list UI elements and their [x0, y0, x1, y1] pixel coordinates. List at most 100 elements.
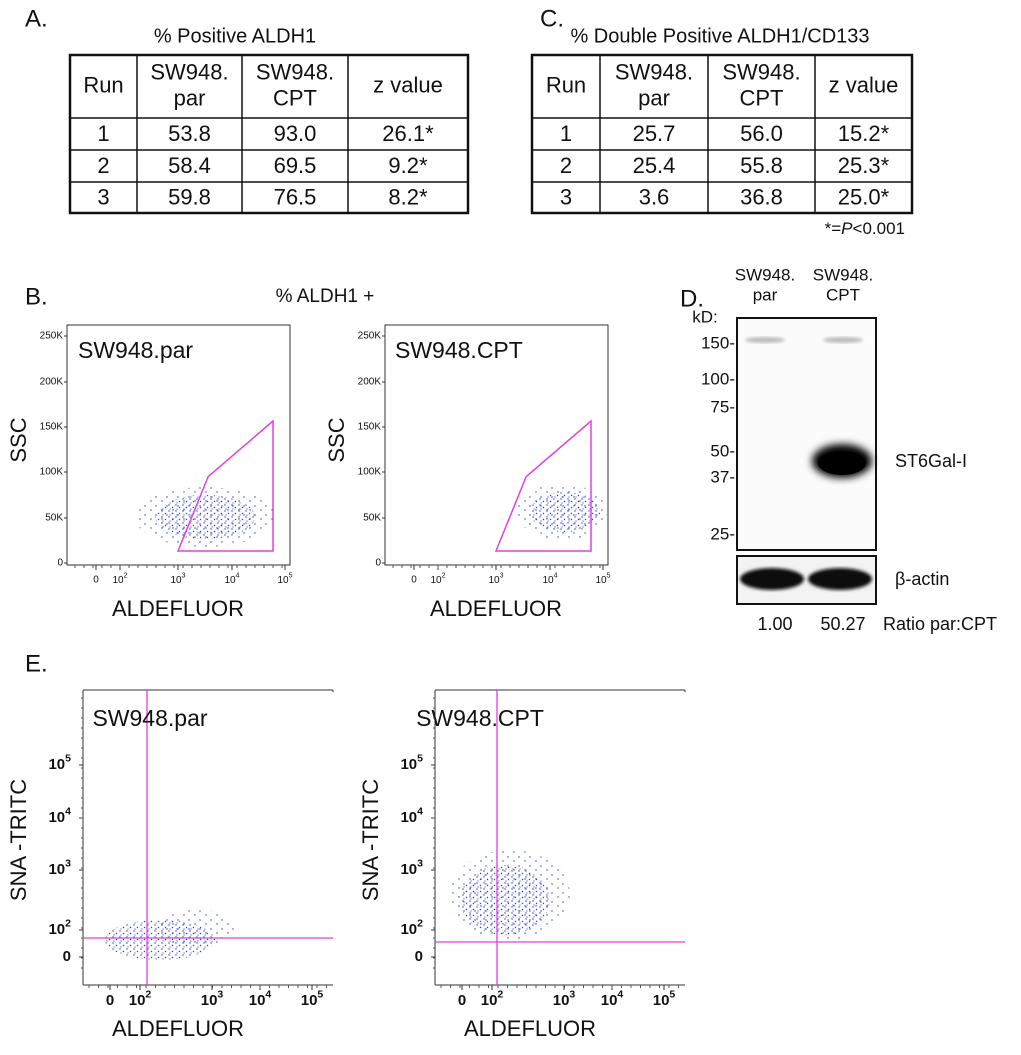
table-header: Run — [83, 72, 123, 97]
x-tick-label: 104 — [249, 988, 272, 1009]
tick-base: 10 — [249, 992, 266, 1009]
y-tick-label: 104 — [48, 805, 71, 826]
table-header: CPT — [273, 85, 317, 110]
axis-label: SSC — [6, 417, 31, 462]
y-tick-label: 100K — [358, 467, 382, 478]
y-tick-label: 102 — [48, 917, 71, 938]
tick-base: 10 — [170, 575, 182, 586]
table-header: par — [174, 85, 206, 110]
tick-exp: 5 — [65, 752, 71, 764]
plot-name: SW948.CPT — [395, 337, 523, 363]
tick-exp: 5 — [607, 572, 611, 579]
tick-exp: 2 — [65, 917, 71, 929]
marker-label: 50- — [710, 441, 735, 460]
tick-base: 10 — [129, 992, 146, 1009]
tick-base: 10 — [48, 756, 65, 773]
gate — [494, 419, 592, 552]
x-tick-label: 103 — [553, 988, 576, 1009]
y-tick-label: 104 — [400, 805, 423, 826]
x-tick-label: 105 — [277, 572, 292, 585]
table-cell: 55.8 — [740, 153, 783, 178]
table-cell: 25.3* — [838, 153, 890, 178]
table-cell: 2 — [560, 153, 572, 178]
table-cell: 8.2* — [388, 184, 428, 209]
tick-exp: 3 — [500, 572, 504, 579]
x-tick-label: 105 — [301, 988, 324, 1009]
lane-label: CPT — [826, 285, 860, 304]
x-tick-label: 102 — [112, 572, 127, 585]
x-tick-label: 0 — [106, 992, 114, 1009]
footnote: *=P<0.001 — [825, 219, 905, 238]
tick-exp: 3 — [417, 857, 423, 869]
x-tick-label: 105 — [595, 572, 610, 585]
x-tick-label: 102 — [430, 572, 445, 585]
tick-base: 10 — [48, 861, 65, 878]
lane-label: SW948. — [735, 265, 795, 284]
cell-cloud — [530, 492, 600, 532]
x-tick-label: 104 — [224, 572, 239, 585]
table-header: z value — [829, 72, 899, 97]
tick-exp: 3 — [569, 988, 575, 1000]
band-label: β-actin — [895, 569, 949, 589]
panel-title: % ALDH1 + — [276, 286, 375, 307]
panel-label: A. — [25, 5, 48, 32]
axis-label: SNA -TRITC — [358, 779, 383, 901]
panel-label: B. — [25, 283, 48, 310]
plot-name: SW948.par — [78, 337, 193, 363]
x-tick-label: 0 — [411, 575, 417, 586]
panel-label: E. — [25, 650, 48, 677]
x-tick-label: 105 — [653, 988, 676, 1009]
kd-label: kD: — [692, 307, 718, 326]
x-tick-label: 102 — [481, 988, 504, 1009]
footnote-part: P — [841, 219, 853, 238]
tick-base: 10 — [430, 575, 442, 586]
tick-exp: 5 — [289, 572, 293, 579]
tick-base: 10 — [653, 992, 670, 1009]
x-tick-label: 0 — [93, 575, 99, 586]
table-cell: 25.0* — [838, 184, 890, 209]
panel-label: C. — [540, 5, 564, 32]
tick-exp: 4 — [65, 805, 71, 817]
tick-exp: 2 — [124, 572, 128, 579]
y-tick-label: 103 — [400, 857, 423, 878]
tick-base: 10 — [400, 756, 417, 773]
table-cell: 93.0 — [274, 121, 317, 146]
table-title: % Double Positive ALDH1/CD133 — [570, 25, 869, 47]
table-cell: 2 — [97, 153, 109, 178]
tick-exp: 2 — [442, 572, 446, 579]
axis-label: SSC — [324, 417, 349, 462]
tick-base: 10 — [48, 809, 65, 826]
tick-exp: 4 — [617, 988, 623, 1000]
marker-label: 150- — [701, 333, 735, 352]
lane-label: par — [753, 285, 778, 304]
tick-base: 10 — [400, 921, 417, 938]
ratio: 50.27 — [820, 614, 865, 634]
table-cell: 3 — [560, 184, 572, 209]
y-tick-label: 200K — [358, 377, 382, 388]
tick-base: 10 — [224, 575, 236, 586]
x-tick-label: 104 — [601, 988, 624, 1009]
table-cell: 3 — [97, 184, 109, 209]
table-cell: 56.0 — [740, 121, 783, 146]
x-tick-label: 0 — [458, 992, 466, 1009]
ratio-label: Ratio par:CPT — [883, 614, 997, 634]
lane-label: SW948. — [813, 265, 873, 284]
tick-exp: 2 — [417, 917, 423, 929]
tick-base: 10 — [481, 992, 498, 1009]
table-cell: 25.7 — [633, 121, 676, 146]
y-tick-label: 200K — [40, 377, 64, 388]
table-frame — [530, 53, 914, 215]
marker-label: 37- — [710, 467, 735, 486]
marker-label: 25- — [710, 524, 735, 543]
tick-base: 10 — [201, 992, 218, 1009]
blot — [736, 317, 877, 551]
table-title: % Positive ALDH1 — [154, 25, 316, 47]
cell-cloud — [155, 910, 235, 946]
table-frame — [68, 53, 470, 215]
table-cell: 1 — [97, 121, 109, 146]
table-cell: 3.6 — [639, 184, 670, 209]
table-cell: 1 — [560, 121, 572, 146]
tick-exp: 5 — [317, 988, 323, 1000]
panel-label: D. — [680, 285, 704, 312]
